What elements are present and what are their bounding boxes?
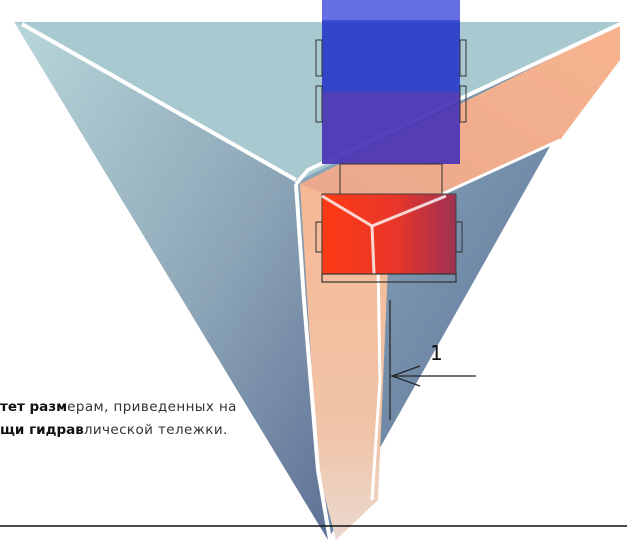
red-box-base — [321, 273, 457, 283]
caption-line-2-rest: лической тележки. — [83, 422, 228, 438]
blue-box-tab-right-2 — [459, 85, 467, 123]
ridge-line-right — [294, 22, 621, 186]
pyramid-face-top — [14, 22, 620, 180]
red-box-tab-left — [315, 221, 323, 253]
callout-number-1: 1 — [430, 341, 443, 365]
caption-text: тет размерам, приведенных на щи гидравли… — [0, 396, 380, 442]
belt-edge-line — [370, 261, 382, 501]
blue-box-tab-right-1 — [459, 39, 467, 77]
caption-line-1-bold: тет разм — [0, 399, 68, 415]
red-box-fold-vertical — [370, 225, 376, 275]
blue-box-overlap — [322, 92, 460, 164]
ridge-line-left — [21, 22, 297, 182]
callout-arrowhead — [390, 365, 421, 387]
red-box-tab-right — [455, 221, 463, 253]
blue-box-light — [322, 0, 460, 20]
caption-line-2-bold: щи гидрав — [0, 422, 84, 438]
blue-box-tab-left-1 — [315, 39, 323, 77]
caption-line-1-rest: ерам, приведенных на — [67, 399, 237, 415]
caption-line-2: щи гидравлической тележки. — [0, 419, 380, 442]
pyramid-face-left — [14, 22, 328, 540]
caption-line-1: тет размерам, приведенных на — [0, 396, 380, 419]
blue-box-tab-left-2 — [315, 85, 323, 123]
red-box — [322, 194, 456, 274]
ridge-line-vertical — [294, 183, 332, 541]
